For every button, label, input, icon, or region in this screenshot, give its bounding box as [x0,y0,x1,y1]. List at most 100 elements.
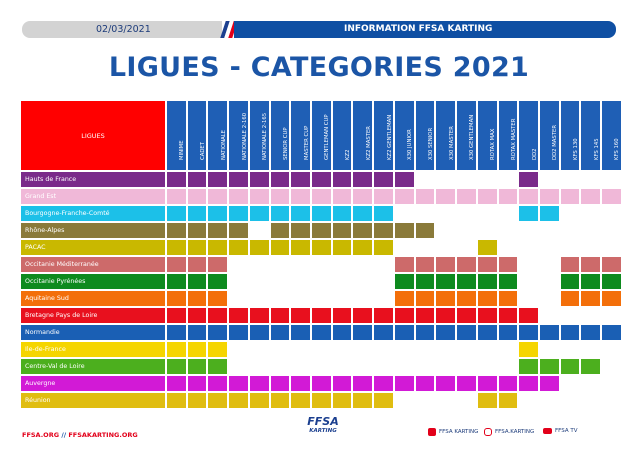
league-row-label: Rhône-Alpes [21,223,165,238]
category-cell-filled [353,223,373,238]
category-cell-filled [436,325,456,340]
category-cell-empty [457,240,476,255]
category-cell-filled [187,240,207,255]
column-header-label: X30 SENIOR [427,127,434,160]
column-header: DD2 MASTER [539,101,559,170]
category-cell-filled [270,308,290,323]
category-cell-empty [333,274,352,289]
category-cell-filled [229,223,248,238]
category-cell-empty [602,206,621,221]
category-cell-filled [312,393,331,408]
category-cell-filled [498,274,518,289]
category-cell-filled [249,189,269,204]
category-cell-filled [436,308,456,323]
column-header-label: MINIME [179,140,186,160]
league-row-label: Hauts de France [21,172,165,187]
category-cell-filled [581,359,601,374]
category-cell-empty [436,223,455,238]
category-cell-empty [250,342,269,357]
date-label: 02/03/2021 [22,21,222,38]
category-cell-filled [560,325,580,340]
category-cell-filled [208,376,228,391]
category-cell-filled [394,223,414,238]
category-cell-filled [436,257,456,272]
category-cell-filled [353,240,373,255]
category-cell-empty [271,257,290,272]
category-cell-filled [167,376,186,391]
category-cell-empty [519,223,538,238]
website-link-ffsa[interactable]: FFSA.ORG [22,431,60,439]
social-youtube[interactable]: FFSA TV [543,428,577,434]
category-cell-filled [519,325,538,340]
ffsa-karting-logo: FFSA KARTING [300,416,346,440]
category-cell-filled [167,257,186,272]
youtube-icon [543,428,552,434]
category-cell-filled [519,376,538,391]
column-header: GENTLEMAN CUP [312,101,331,170]
category-cell-empty [540,257,559,272]
column-header: KZ2 [332,101,352,170]
column-header: NATIONALE [208,101,228,170]
category-cell-filled [208,189,228,204]
league-row-label: Réunion [21,393,165,408]
category-cell-filled [270,172,290,187]
category-cell-filled [249,325,269,340]
category-cell-empty [312,342,331,357]
category-cell-filled [187,376,207,391]
category-cell-filled [560,189,580,204]
category-cell-filled [229,325,248,340]
category-cell-filled [560,359,580,374]
category-cell-filled [374,376,393,391]
category-cell-filled [353,308,373,323]
category-cell-filled [332,240,352,255]
category-cell-filled [249,172,269,187]
category-cell-filled [602,189,621,204]
leagues-categories-table: LIGUES MINIME CADET NATIONALE NATIONALE 2-1… [21,101,621,408]
social-facebook[interactable]: FFSA KARTING [428,428,478,436]
category-cell-filled [374,206,393,221]
category-cell-empty [312,359,331,374]
category-cell-filled [498,393,518,408]
category-cell-filled [581,189,601,204]
column-header: NATIONALE 2-160 [229,101,248,170]
category-cell-filled [187,342,207,357]
category-cell-filled [332,376,352,391]
category-cell-filled [374,172,393,187]
category-cell-empty [581,308,600,323]
category-cell-filled [394,376,414,391]
category-cell-filled [249,308,269,323]
column-header: X30 MASTER [436,101,456,170]
category-cell-empty [250,291,269,306]
category-cell-empty [457,206,476,221]
category-cell-filled [332,308,352,323]
category-cell-filled [394,291,414,306]
category-cell-filled [498,189,518,204]
social-instagram-label: FFSA.KARTING [495,429,535,435]
category-cell-empty [540,308,559,323]
website-link-karting[interactable]: FFSAKARTING.ORG [68,431,138,439]
category-cell-empty [499,359,518,374]
column-header-label: NATIONALE 2-160 [241,112,248,160]
category-cell-filled [208,257,228,272]
category-cell-empty [581,223,600,238]
category-cell-filled [353,393,373,408]
category-cell-filled [167,206,186,221]
category-cell-filled [249,376,269,391]
category-cell-empty [229,342,248,357]
category-cell-empty [416,240,435,255]
category-cell-empty [291,359,310,374]
category-cell-empty [312,291,331,306]
category-cell-filled [519,172,538,187]
column-header-label: X30 GENTLEMAN [469,114,476,160]
category-cell-empty [229,359,248,374]
category-cell-filled [167,393,186,408]
league-row-label: Centre-Val de Loire [21,359,165,374]
category-cell-filled [187,172,207,187]
french-flag-icon [220,21,238,38]
category-cell-filled [187,359,207,374]
column-header-label: KZ2 [345,149,352,160]
category-cell-empty [499,172,518,187]
category-cell-filled [519,308,538,323]
category-cell-filled [394,274,414,289]
social-instagram[interactable]: FFSA.KARTING [484,428,534,436]
